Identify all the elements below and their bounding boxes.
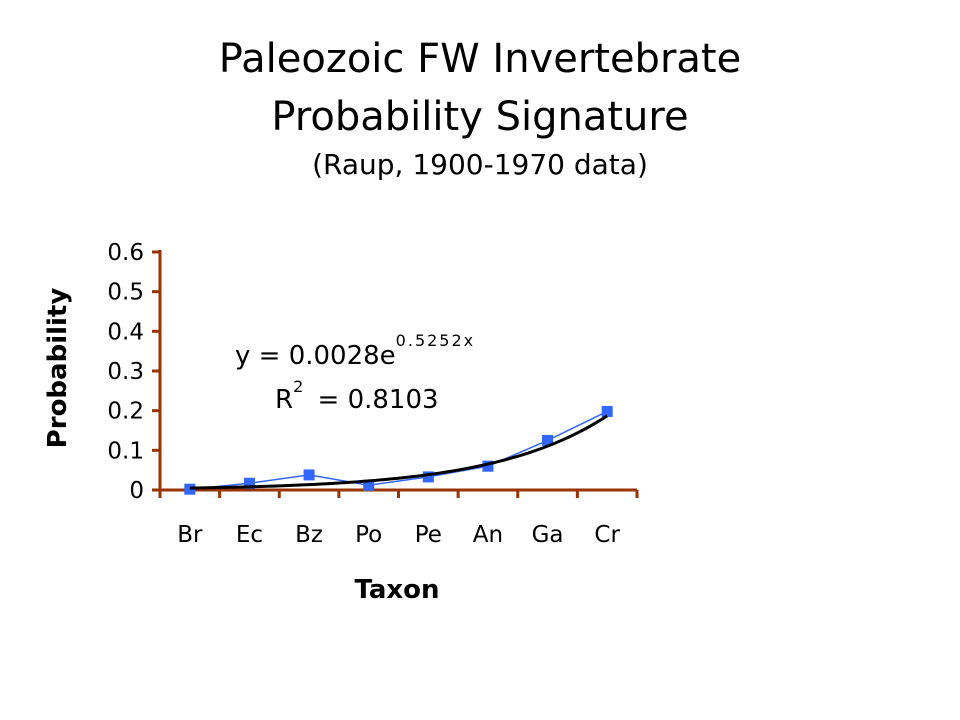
y-tick-label: 0.4	[107, 319, 144, 345]
chart-title: Paleozoic FW Invertebrate	[218, 36, 742, 82]
chart-subtitle: (Raup, 1900-1970 data)	[312, 148, 648, 181]
x-tick-label: Po	[355, 522, 382, 548]
x-axis-title: Taxon	[354, 575, 439, 605]
y-tick-label: 0.3	[107, 359, 144, 385]
r2-superscript: 2	[293, 377, 305, 396]
x-tick-label: Br	[177, 522, 203, 548]
y-tick-label: 0.5	[107, 280, 144, 306]
equation-exponent: 0.5252x	[396, 331, 475, 350]
y-tick-label: 0.1	[107, 438, 144, 464]
x-tick-label: An	[473, 522, 503, 548]
data-point	[482, 460, 494, 472]
x-tick-labels: Br Ec Bz Po Pe An Ga Cr	[177, 522, 620, 548]
r2-value: = 0.8103	[309, 385, 438, 415]
axes	[152, 250, 639, 498]
data-point	[243, 477, 255, 489]
x-tick-label: Ga	[532, 522, 564, 548]
y-tick-label: 0	[129, 478, 144, 504]
x-tick-label: Bz	[295, 522, 323, 548]
series-group	[184, 405, 613, 495]
data-point	[303, 469, 315, 481]
data-point	[184, 483, 196, 495]
chart-title-line2: Probability Signature	[271, 94, 689, 140]
r2-letter: R	[275, 385, 293, 415]
x-tick-label: Pe	[415, 522, 442, 548]
trendline-group	[189, 414, 608, 490]
trendline-equation: y = 0.0028e0.5252x	[235, 331, 475, 371]
x-tick-label: Cr	[594, 522, 620, 548]
equation-base: y = 0.0028e	[235, 341, 396, 371]
data-point	[422, 471, 434, 483]
series-line	[189, 410, 608, 490]
y-tick-label: 0.6	[107, 240, 144, 266]
data-point	[601, 405, 613, 417]
r-squared-label: R2 = 0.8103	[275, 377, 439, 415]
exponential-trendline	[189, 414, 608, 490]
data-point	[542, 434, 554, 446]
x-tick-label: Ec	[236, 522, 263, 548]
data-point	[363, 479, 375, 491]
y-tick-labels: 0 0.1 0.2 0.3 0.4 0.5 0.6	[107, 240, 144, 504]
y-tick-label: 0.2	[107, 399, 144, 425]
y-axis-title: Probability	[43, 288, 73, 449]
